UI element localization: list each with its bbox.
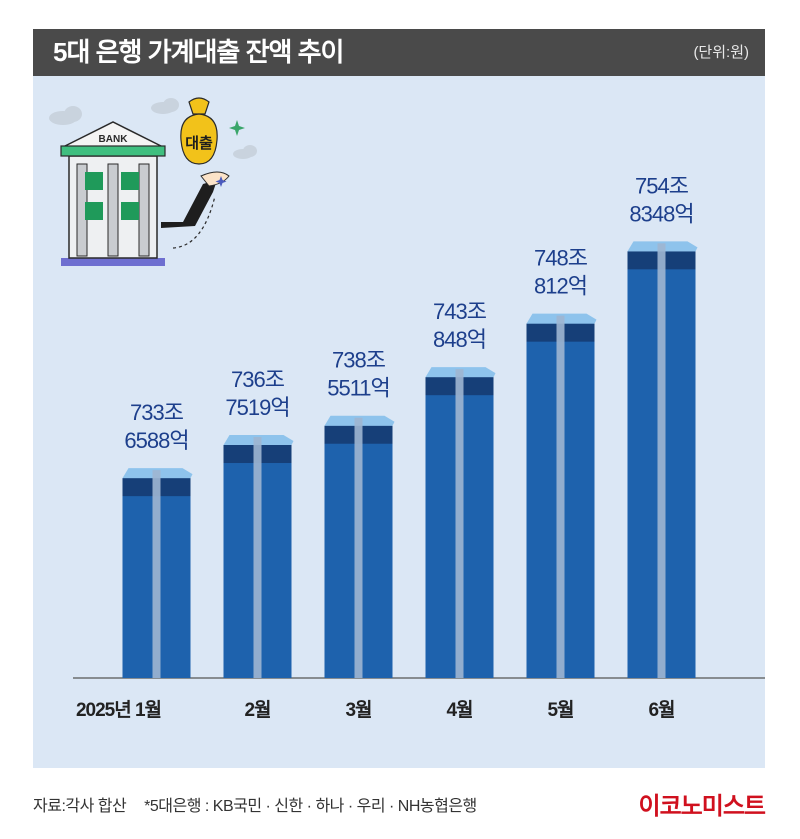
- x-tick-label: 4월: [446, 699, 472, 721]
- x-tick-label: 3월: [345, 699, 371, 721]
- bar-highlight: [455, 369, 464, 678]
- chart-title: 5대 은행 가계대출 잔액 추이: [53, 37, 344, 67]
- brand-logo: 이코노미스트: [638, 793, 766, 820]
- value-label-jo: 748조: [534, 246, 588, 271]
- value-label-eok: 812억: [534, 274, 587, 299]
- bar: [223, 435, 294, 678]
- value-label-jo: 743조: [433, 299, 487, 324]
- bar-chart: BANK 대출: [49, 97, 765, 721]
- sparkle-icon: [215, 120, 245, 187]
- chart-header: 5대 은행 가계대출 잔액 추이 (단위:원): [33, 29, 765, 76]
- value-label-jo: 738조: [332, 348, 386, 373]
- bar: [526, 313, 597, 678]
- bank-list-note: *5대은행 : KB국민 · 신한 · 하나 · 우리 · NH농협은행: [144, 798, 477, 815]
- x-tick-label: 6월: [648, 699, 674, 721]
- bar: [324, 415, 395, 678]
- value-label-jo: 754조: [635, 173, 689, 198]
- unit-label: (단위:원): [693, 44, 749, 61]
- source-text: 자료:각사 합산: [33, 798, 127, 815]
- x-tick-label: 2월: [244, 699, 270, 721]
- value-label-eok: 848억: [433, 327, 486, 352]
- value-label-eok: 5511억: [327, 376, 390, 401]
- bar: [425, 367, 496, 678]
- value-label-jo: 736조: [231, 367, 285, 392]
- source-note: 자료:각사 합산 *5대은행 : KB국민 · 신한 · 하나 · 우리 · N…: [33, 792, 477, 816]
- x-tick-label: 5월: [547, 699, 573, 721]
- bank-building-icon: BANK: [60, 121, 166, 266]
- value-label-eok: 8348억: [629, 201, 693, 226]
- loan-illustration: BANK 대출: [49, 97, 257, 266]
- bank-sign: BANK: [99, 134, 129, 145]
- value-label-jo: 733조: [130, 400, 184, 425]
- value-label-eok: 6588억: [124, 428, 188, 453]
- bar: [122, 468, 193, 678]
- bar-highlight: [253, 437, 262, 678]
- bag-label: 대출: [185, 135, 213, 152]
- cloud-icon: [49, 98, 257, 159]
- bar-highlight: [556, 315, 565, 678]
- money-bag-icon: 대출: [180, 97, 218, 165]
- x-tick-label: 2025년 1월: [76, 699, 161, 721]
- bar-highlight: [657, 243, 666, 679]
- bar: [627, 241, 698, 679]
- bar-highlight: [152, 470, 161, 678]
- hand-icon: [161, 171, 230, 249]
- value-label-eok: 7519억: [225, 395, 289, 420]
- chart-panel: BANK 대출: [33, 76, 765, 768]
- bar-highlight: [354, 417, 363, 678]
